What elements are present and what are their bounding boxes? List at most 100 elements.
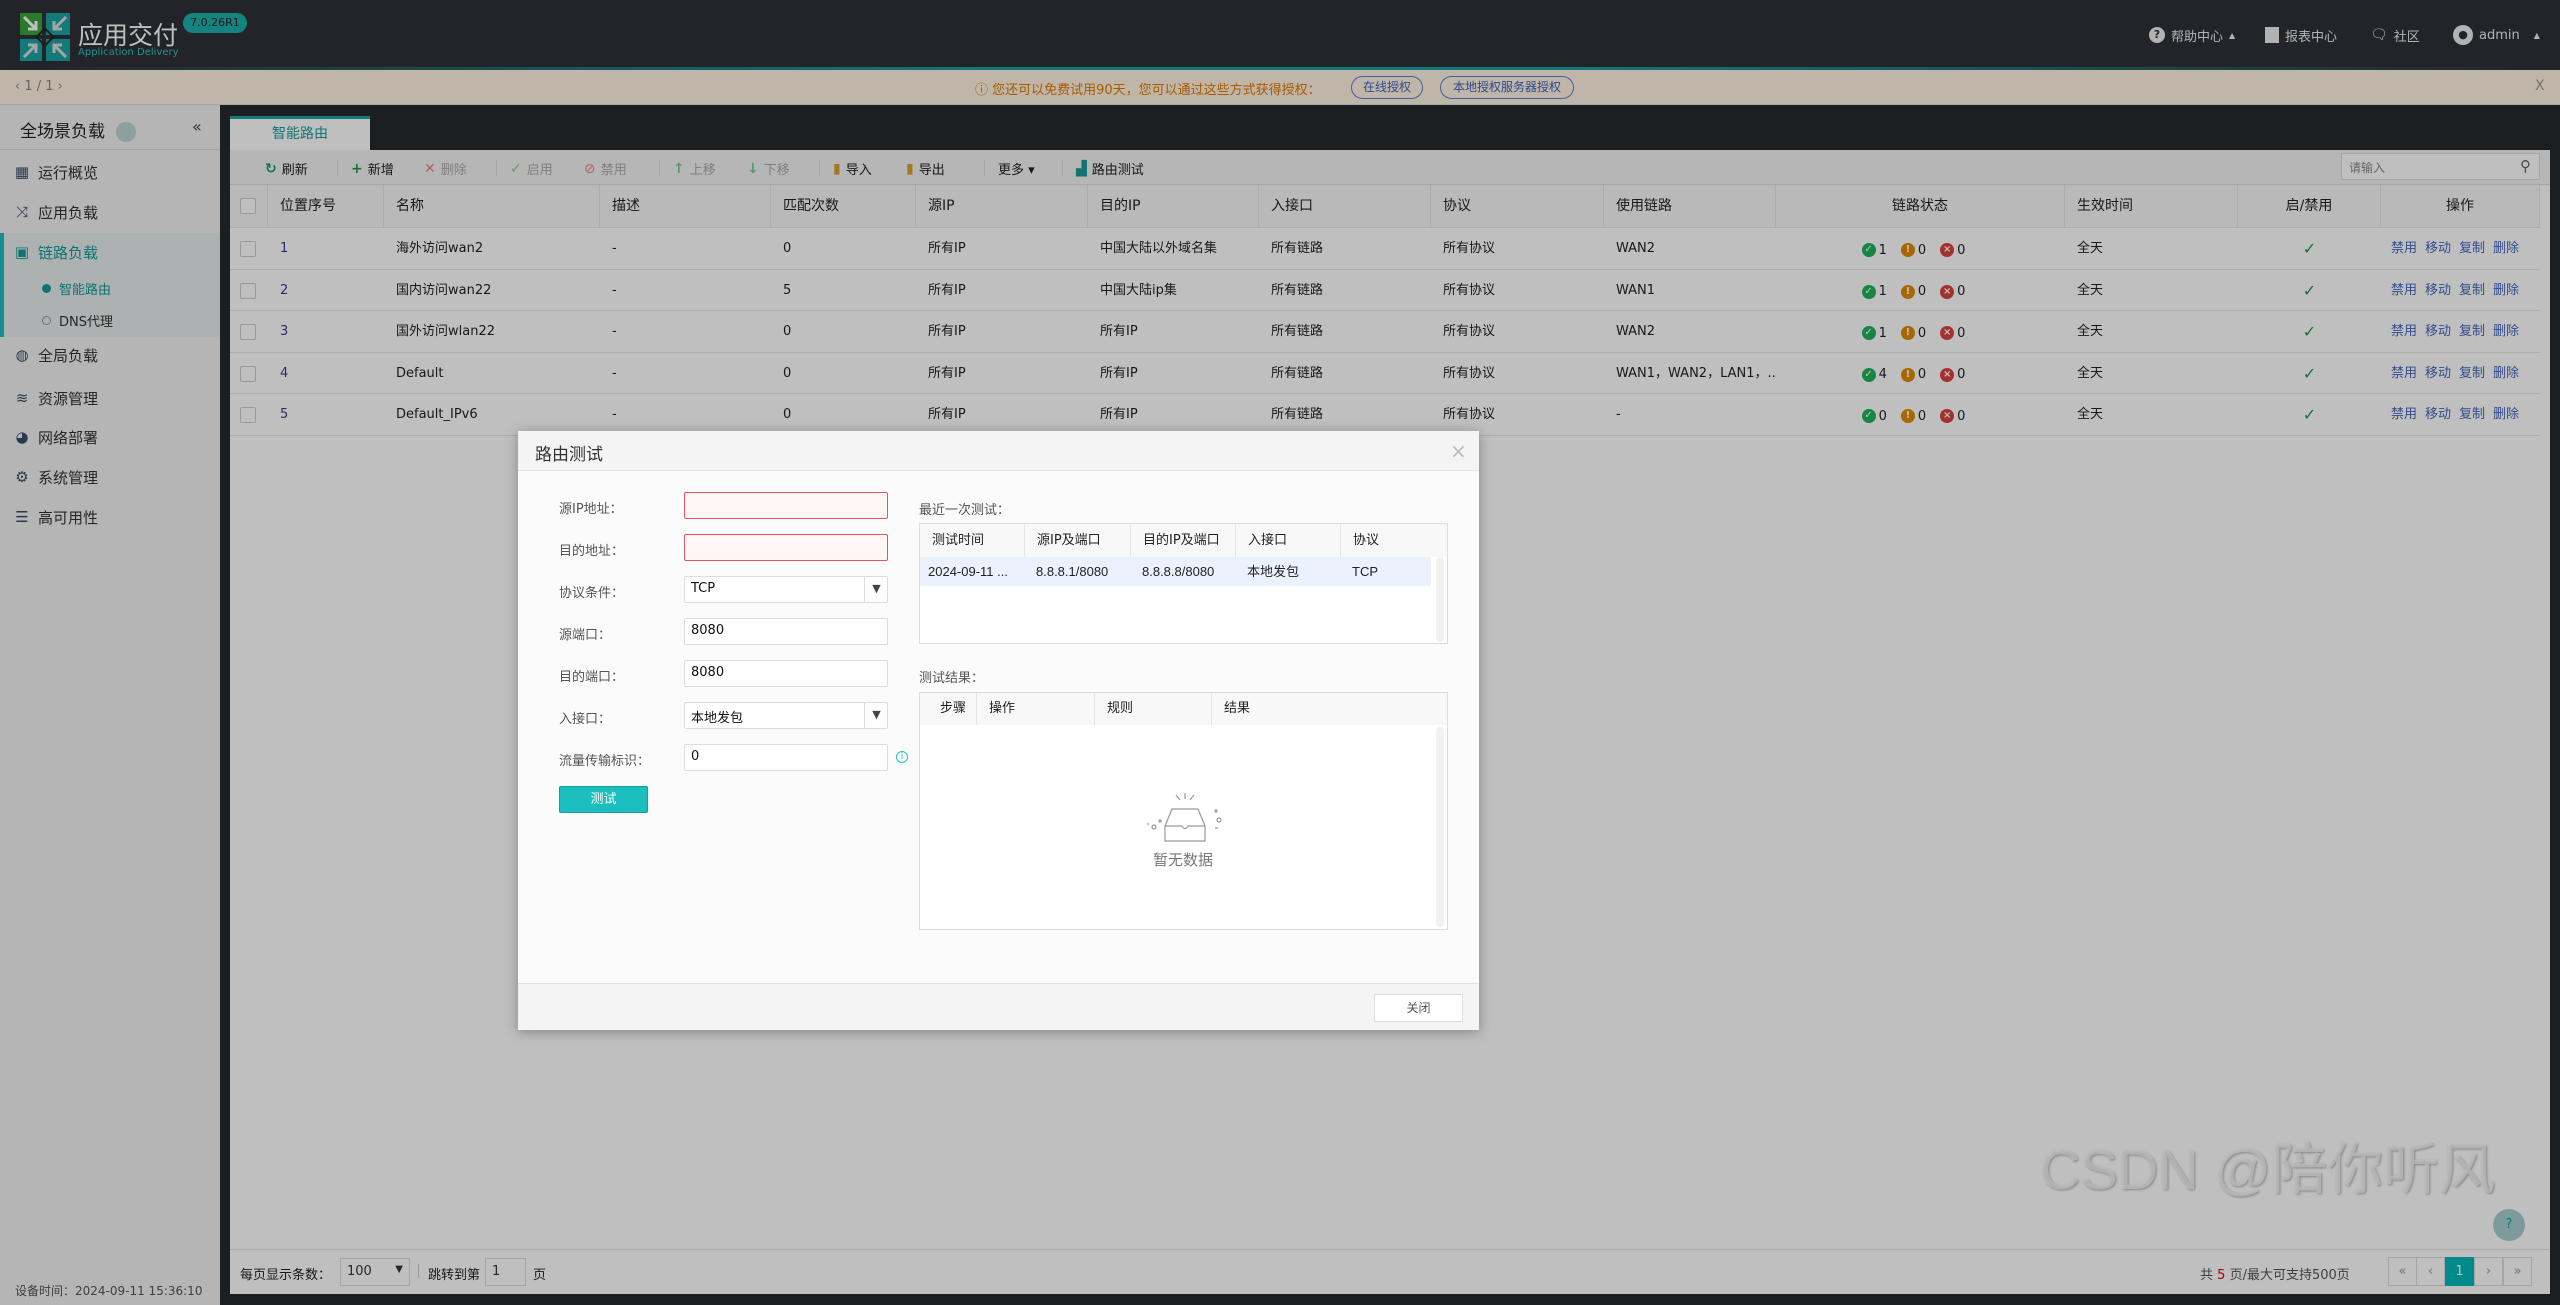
- close-icon[interactable]: ×: [1450, 439, 1467, 463]
- test-button[interactable]: 测试: [559, 786, 648, 813]
- action-delete-link[interactable]: 删除: [2493, 407, 2520, 422]
- sidebar-subitem-smart-route[interactable]: 智能路由: [0, 272, 220, 304]
- select-all-checkbox-cell[interactable]: [230, 185, 268, 228]
- cell-name[interactable]: 海外访问wan2: [396, 241, 484, 256]
- table-row[interactable]: 4 Default - 0 所有IP 所有IP 所有链路 所有协议 WAN1，WAN2，LAN1…: [230, 352, 2540, 394]
- toolbar-check-button[interactable]: ✓ 启用: [510, 159, 553, 179]
- scenario-switch-icon[interactable]: [116, 122, 137, 142]
- action-move-link[interactable]: 移动: [2425, 241, 2452, 256]
- toolbar-arrow-down-button[interactable]: ↓ 下移: [747, 159, 790, 179]
- row-checkbox[interactable]: [240, 365, 256, 382]
- row-checkbox-cell[interactable]: [230, 394, 268, 435]
- online-license-button[interactable]: 在线授权: [1351, 76, 1423, 99]
- action-delete-link[interactable]: 删除: [2493, 241, 2520, 256]
- toolbar-export-button[interactable]: ▮ 导出: [906, 159, 945, 179]
- toolbar-more-button[interactable]: 更多 ▾: [998, 159, 1035, 178]
- first-page-button[interactable]: «: [2388, 1257, 2417, 1286]
- scrollbar[interactable]: [1436, 727, 1444, 927]
- row-checkbox[interactable]: [240, 282, 256, 299]
- form-field-3[interactable]: 8080: [684, 618, 888, 645]
- last-page-button[interactable]: »: [2503, 1257, 2532, 1286]
- community-link[interactable]: 🗨 社区: [2370, 24, 2420, 46]
- action-disable-link[interactable]: 禁用: [2391, 282, 2418, 298]
- collapse-sidebar-button[interactable]: «: [192, 117, 202, 136]
- toolbar-ban-button[interactable]: ⊘ 禁用: [584, 159, 627, 179]
- banner-pager[interactable]: ‹ 1 / 1 ›: [15, 79, 63, 94]
- cell-enabled[interactable]: ✓: [2238, 311, 2381, 352]
- cell-enabled[interactable]: ✓: [2238, 270, 2381, 311]
- action-disable-link[interactable]: 禁用: [2391, 365, 2418, 381]
- sidebar-item-ha[interactable]: ☰ 高可用性: [0, 497, 220, 537]
- cell-name[interactable]: Default: [396, 365, 444, 381]
- toolbar-arrow-up-button[interactable]: ↑ 上移: [673, 159, 716, 179]
- row-checkbox-cell[interactable]: [230, 353, 268, 394]
- action-copy-link[interactable]: 复制: [2459, 241, 2486, 256]
- table-row[interactable]: 5 Default_IPv6-0 所有IP 所有IP 所有链路 所有协议 - ✓ 0! 0 × 0 全天…: [230, 394, 2540, 436]
- search-icon[interactable]: ⚲: [2520, 157, 2531, 175]
- help-float-button[interactable]: ?: [2493, 1209, 2525, 1241]
- table-row[interactable]: 3 国外访问wlan22-0 所有IP 所有IP 所有链路 所有协议 WAN2 ✓ 1! 0 × 0 全…: [230, 311, 2540, 353]
- sidebar-subitem-dns-proxy[interactable]: DNS代理: [0, 304, 220, 336]
- action-move-link[interactable]: 移动: [2425, 407, 2452, 422]
- chevron-down-icon[interactable]: ▼: [864, 576, 888, 603]
- action-move-link[interactable]: 移动: [2425, 282, 2452, 298]
- sidebar-item-network[interactable]: ◕ 网络部署: [0, 417, 220, 457]
- tab-smart-route[interactable]: 智能路由: [230, 116, 370, 150]
- cell-name[interactable]: 国内访问wan22: [396, 282, 492, 298]
- sidebar-item-system[interactable]: ⚙ 系统管理: [0, 457, 220, 497]
- table-row[interactable]: 2 国内访问wan22-5 所有IP 中国大陆ip集 所有链路 所有协议 WAN1 ✓ 1! 0 ×…: [230, 269, 2540, 311]
- action-disable-link[interactable]: 禁用: [2391, 241, 2418, 256]
- cell-enabled[interactable]: ✓: [2238, 353, 2381, 394]
- row-checkbox[interactable]: [240, 324, 256, 340]
- sidebar-item-overview[interactable]: ▦ 运行概览: [0, 152, 220, 192]
- row-checkbox[interactable]: [240, 407, 256, 423]
- cell-name[interactable]: Default_IPv6: [396, 407, 478, 422]
- page-1-button[interactable]: 1: [2445, 1257, 2474, 1286]
- action-delete-link[interactable]: 删除: [2493, 365, 2520, 381]
- action-disable-link[interactable]: 禁用: [2391, 407, 2418, 422]
- cell-enabled[interactable]: ✓: [2238, 394, 2381, 435]
- form-field-0[interactable]: [684, 492, 888, 519]
- toolbar-refresh-button[interactable]: ↻ 刷新: [265, 159, 308, 179]
- close-button[interactable]: 关闭: [1374, 994, 1463, 1022]
- table-row[interactable]: 1 海外访问wan2-0 所有IP 中国大陆以外域名集 所有链路 所有协议 WAN2 ✓ 1! 0…: [230, 228, 2540, 270]
- action-delete-link[interactable]: 删除: [2493, 282, 2520, 298]
- row-checkbox-cell[interactable]: [230, 228, 268, 269]
- select-all-checkbox[interactable]: [240, 198, 256, 214]
- form-field-2[interactable]: TCP: [684, 576, 888, 603]
- row-checkbox[interactable]: [240, 241, 256, 257]
- next-page-button[interactable]: ›: [2474, 1257, 2503, 1286]
- action-move-link[interactable]: 移动: [2425, 365, 2452, 381]
- report-center-link[interactable]: 报表中心: [2265, 24, 2337, 46]
- action-disable-link[interactable]: 禁用: [2391, 324, 2418, 339]
- form-field-4[interactable]: 8080: [684, 660, 888, 687]
- page-size-select[interactable]: 100 ▼: [340, 1258, 410, 1286]
- sidebar-item-resources[interactable]: ≋ 资源管理: [0, 378, 220, 418]
- action-copy-link[interactable]: 复制: [2459, 282, 2486, 298]
- local-license-server-button[interactable]: 本地授权服务器授权: [1440, 76, 1574, 99]
- form-field-5[interactable]: 本地发包: [684, 702, 888, 729]
- cell-name[interactable]: 国外访问wlan22: [396, 324, 495, 339]
- scrollbar[interactable]: [1436, 557, 1444, 642]
- banner-close-button[interactable]: X: [2535, 78, 2545, 94]
- row-checkbox-cell[interactable]: [230, 311, 268, 352]
- action-copy-link[interactable]: 复制: [2459, 407, 2486, 422]
- jump-page-input[interactable]: 1: [485, 1258, 526, 1286]
- row-checkbox-cell[interactable]: [230, 270, 268, 311]
- sidebar-item-app-load[interactable]: ⤨ 应用负载: [0, 192, 220, 232]
- action-copy-link[interactable]: 复制: [2459, 365, 2486, 381]
- form-field-1[interactable]: [684, 534, 888, 561]
- action-move-link[interactable]: 移动: [2425, 324, 2452, 339]
- info-icon[interactable]: i: [896, 751, 908, 763]
- form-field-6[interactable]: 0: [684, 744, 888, 771]
- action-delete-link[interactable]: 删除: [2493, 324, 2520, 339]
- cell-enabled[interactable]: ✓: [2238, 228, 2381, 269]
- recent-test-row[interactable]: 2024-09-11 ... 8.8.8.1/8080 8.8.8.8/8080…: [920, 557, 1431, 586]
- toolbar-plus-button[interactable]: + 新增: [351, 159, 394, 179]
- help-center-menu[interactable]: ? 帮助中心 ▲: [2149, 24, 2235, 46]
- user-menu[interactable]: ● admin ▲: [2453, 24, 2540, 46]
- sidebar-item-global-load[interactable]: ◍ 全局负载: [0, 335, 220, 375]
- chevron-down-icon[interactable]: ▼: [864, 702, 888, 729]
- toolbar-import-button[interactable]: ▮ 导入: [833, 159, 872, 179]
- toolbar-route-test-button[interactable]: ▟ 路由测试: [1076, 159, 1144, 179]
